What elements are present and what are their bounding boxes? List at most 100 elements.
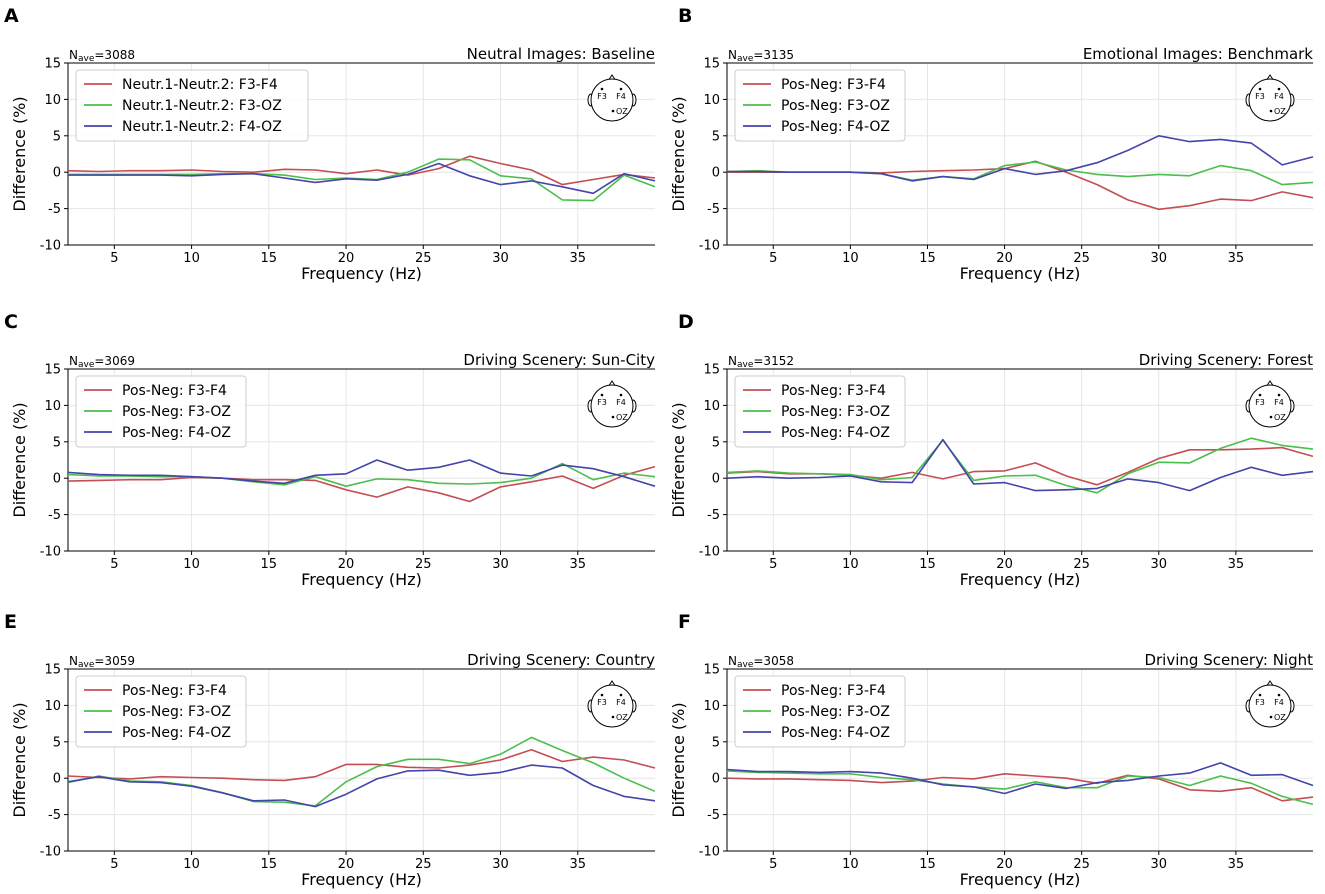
y-tick-label: 10 — [44, 399, 61, 414]
x-tick-label: 30 — [1151, 251, 1168, 266]
electrode-oz-label: OZ — [616, 107, 628, 116]
head-map-icon: F3 F4 OZ — [587, 680, 637, 728]
y-tick-label: -10 — [40, 845, 61, 860]
electrode-f4-dot — [1277, 693, 1281, 697]
x-tick-label: 30 — [1151, 557, 1168, 572]
series-line-2 — [67, 736, 656, 807]
x-tick-label: 10 — [183, 251, 200, 266]
series-line-3 — [727, 135, 1314, 182]
legend-label: Neutr.1-Neutr.2: F4-OZ — [122, 119, 282, 135]
x-tick-label: 30 — [1151, 857, 1168, 872]
legend-label: Pos-Neg: F3-F4 — [781, 683, 886, 699]
panel-e: 5 10 15 20 25 30 35 -10 -5 0 5 10 15 Frequency (Hz) Di… — [4, 611, 656, 889]
x-tick-label: 5 — [110, 251, 118, 266]
n-average-label: Nave=3059 — [69, 654, 135, 670]
electrode-f3-dot — [1258, 693, 1262, 697]
legend-label: Pos-Neg: F3-OZ — [122, 704, 231, 720]
panel-title: Driving Scenery: Forest — [1139, 351, 1313, 369]
series-line-2 — [726, 437, 1314, 494]
n-average-label: Nave=3058 — [728, 654, 794, 670]
y-tick-label: 5 — [53, 735, 61, 750]
legend-box — [75, 375, 247, 448]
y-tick-label: 5 — [53, 435, 61, 450]
head-map-icon: F3 F4 OZ — [1245, 380, 1295, 428]
panel-letter: A — [4, 5, 19, 27]
electrode-f3-dot — [1258, 87, 1262, 91]
n-average-value: =3135 — [753, 48, 794, 62]
y-tick-label: 0 — [53, 772, 61, 787]
electrode-oz-dot — [1269, 715, 1273, 719]
y-axis-label: Difference (%) — [669, 702, 688, 817]
panel-letter: E — [4, 611, 17, 633]
head-map-icon: F3 F4 OZ — [587, 74, 637, 122]
y-tick-label: 0 — [53, 472, 61, 487]
electrode-f4-label: F4 — [1274, 398, 1284, 407]
x-tick-label: 25 — [1073, 857, 1090, 872]
series-line-1 — [67, 748, 656, 782]
x-axis-label: Frequency (Hz) — [301, 570, 422, 589]
y-tick-label: 15 — [44, 57, 61, 72]
legend-box — [734, 375, 906, 448]
legend-box — [734, 69, 906, 142]
n-average-symbol: N — [728, 654, 737, 668]
y-tick-label: -5 — [707, 808, 720, 823]
y-tick-label: 10 — [703, 399, 720, 414]
electrode-oz-dot — [611, 715, 615, 719]
x-tick-label: 5 — [769, 857, 777, 872]
panel-letter: B — [678, 5, 692, 27]
y-tick-label: -5 — [48, 808, 61, 823]
electrode-f3-dot — [600, 693, 604, 697]
legend-label: Pos-Neg: F4-OZ — [122, 725, 231, 741]
y-tick-label: -10 — [40, 239, 61, 254]
x-tick-label: 20 — [338, 557, 355, 572]
x-tick-label: 20 — [338, 251, 355, 266]
panel-title: Neutral Images: Baseline — [467, 45, 655, 63]
legend-label: Pos-Neg: F3-F4 — [781, 77, 886, 93]
x-tick-label: 5 — [110, 557, 118, 572]
n-average-label: Nave=3088 — [69, 48, 135, 64]
legend-label: Pos-Neg: F4-OZ — [781, 119, 890, 135]
y-tick-label: 5 — [712, 735, 720, 750]
series-line-3 — [67, 459, 656, 487]
electrode-f4-label: F4 — [1274, 698, 1284, 707]
panel-title: Driving Scenery: Night — [1144, 651, 1313, 669]
y-tick-label: -10 — [699, 845, 720, 860]
electrode-f4-label: F4 — [616, 398, 626, 407]
n-average-subscript: ave — [737, 360, 754, 370]
y-tick-label: -10 — [699, 545, 720, 560]
panel-letter: C — [4, 311, 18, 333]
panel-c: 5 10 15 20 25 30 35 -10 -5 0 5 10 15 Frequency (Hz) Di… — [4, 311, 656, 589]
series-line-1 — [67, 465, 656, 503]
x-tick-label: 15 — [261, 251, 278, 266]
electrode-oz-dot — [611, 415, 615, 419]
x-tick-label: 35 — [569, 857, 586, 872]
legend-label: Pos-Neg: F4-OZ — [122, 425, 231, 441]
panel-letter: D — [678, 311, 694, 333]
y-tick-label: -10 — [40, 545, 61, 560]
x-tick-label: 35 — [1228, 251, 1245, 266]
x-tick-label: 35 — [1228, 857, 1245, 872]
x-tick-label: 15 — [919, 857, 936, 872]
n-average-symbol: N — [69, 354, 78, 368]
n-average-value: =3059 — [94, 654, 135, 668]
x-tick-label: 30 — [492, 251, 509, 266]
n-average-subscript: ave — [78, 660, 95, 670]
x-tick-label: 35 — [569, 251, 586, 266]
legend-label: Pos-Neg: F3-F4 — [122, 683, 227, 699]
x-tick-label: 25 — [415, 557, 432, 572]
series-line-1 — [727, 160, 1314, 211]
y-axis-label: Difference (%) — [10, 702, 29, 817]
legend-box — [75, 675, 247, 748]
x-axis-label: Frequency (Hz) — [960, 570, 1081, 589]
x-axis-label: Frequency (Hz) — [301, 264, 422, 283]
electrode-f3-label: F3 — [1255, 698, 1265, 707]
x-tick-label: 35 — [569, 557, 586, 572]
electrode-oz-label: OZ — [616, 413, 628, 422]
x-axis-label: Frequency (Hz) — [301, 870, 422, 889]
x-tick-label: 10 — [842, 857, 859, 872]
y-tick-label: -5 — [707, 508, 720, 523]
electrode-oz-dot — [1269, 415, 1273, 419]
head-map-icon: F3 F4 OZ — [1245, 74, 1295, 122]
x-tick-label: 15 — [261, 557, 278, 572]
